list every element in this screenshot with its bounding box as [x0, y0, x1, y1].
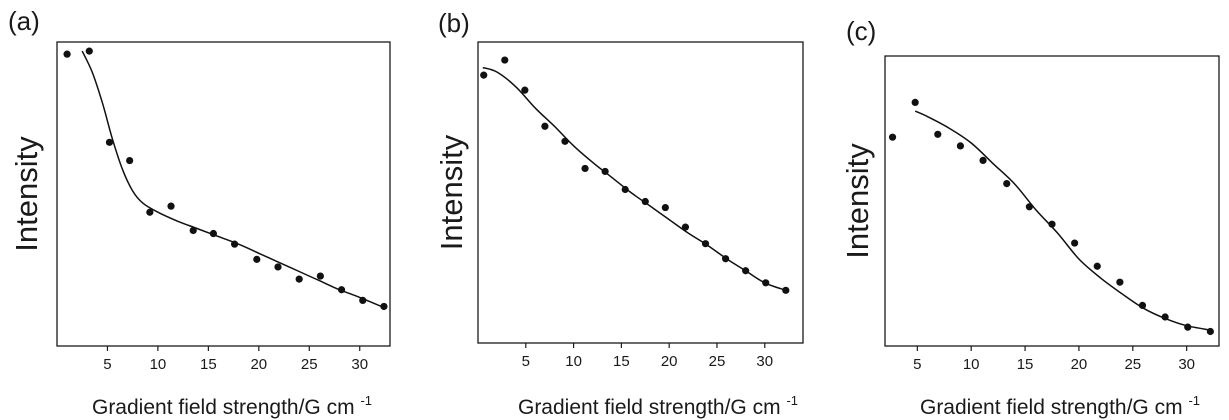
data-point	[1048, 220, 1056, 228]
y-axis-title: Intensity	[840, 143, 875, 259]
data-point	[1071, 239, 1079, 247]
chart-panel-b: (b) Intensity 5 10 15 20 25 30 Gradient field st…	[434, 8, 804, 419]
data-point	[1116, 278, 1124, 286]
fit-curve	[81, 50, 386, 309]
x-tick-label: 25	[709, 353, 726, 370]
fit-curve	[482, 66, 787, 292]
data-point	[126, 156, 134, 165]
data-point	[601, 167, 609, 176]
x-tick-label: 10	[565, 353, 582, 370]
data-point	[167, 202, 175, 210]
data-point	[721, 255, 730, 263]
x-tick-label: 25	[1124, 356, 1141, 373]
x-tick-label: 5	[103, 356, 111, 373]
x-tick-label: 5	[522, 353, 530, 370]
x-tick-label: 30	[1178, 356, 1195, 373]
data-point	[681, 223, 690, 231]
panel-label: (a)	[8, 6, 40, 36]
data-point	[1184, 323, 1192, 331]
data-point	[231, 240, 239, 248]
data-point	[316, 272, 324, 280]
data-point	[359, 296, 367, 304]
x-tick-label: 10	[963, 356, 980, 373]
x-tick-label: 15	[1017, 356, 1034, 373]
data-point	[641, 197, 649, 206]
data-point	[85, 47, 93, 55]
data-point	[146, 208, 154, 216]
x-axis-title: Gradient field strength/G cm -1	[920, 393, 1200, 419]
data-point	[1003, 180, 1011, 188]
plot-frame	[56, 41, 391, 347]
data-point	[1025, 203, 1033, 211]
data-point	[541, 122, 549, 130]
data-point	[956, 142, 965, 150]
x-tick-label: 20	[250, 356, 267, 373]
data-point	[782, 286, 790, 294]
plot-frame	[477, 41, 804, 344]
panel-label: (b)	[438, 8, 470, 38]
data-point	[295, 275, 303, 283]
data-point	[1093, 262, 1101, 270]
data-point	[189, 226, 197, 235]
chart-panel-a: (a) Intensity 5 10 15 20 25 30 Gradient field st…	[8, 6, 391, 419]
data-point	[742, 267, 750, 275]
x-axis-title: Gradient field strength/G cm -1	[92, 393, 372, 419]
data-point	[105, 138, 114, 146]
x-tick-label: 15	[613, 353, 630, 370]
data-point	[581, 164, 589, 173]
data-point	[934, 130, 942, 138]
data-point	[888, 133, 897, 141]
data-point	[480, 71, 488, 79]
plot-frame	[884, 55, 1220, 347]
data-point	[1138, 301, 1147, 309]
data-point	[1206, 327, 1214, 336]
y-axis-title: Intensity	[434, 134, 469, 250]
data-point	[701, 240, 710, 248]
x-tick-label: 30	[756, 353, 773, 370]
data-point	[561, 137, 569, 145]
data-point	[911, 98, 919, 106]
x-tick-label: 15	[200, 356, 217, 373]
y-axis-title: Intensity	[9, 136, 44, 252]
data-point	[621, 185, 629, 194]
data-point	[337, 286, 346, 294]
x-tick-label: 20	[661, 353, 678, 370]
data-point	[380, 302, 388, 311]
data-point	[274, 263, 282, 271]
data-point	[661, 203, 669, 212]
fit-curve	[914, 110, 1211, 331]
x-tick-label: 20	[1071, 356, 1088, 373]
data-point	[1161, 313, 1169, 321]
x-tick-label: 30	[351, 356, 368, 373]
data-point	[762, 279, 770, 287]
data-point	[63, 50, 71, 58]
x-tick-label: 10	[150, 356, 167, 373]
x-tick-label: 5	[913, 356, 921, 373]
panel-label: (c)	[846, 16, 876, 46]
data-point	[209, 229, 218, 238]
data-point	[501, 56, 509, 64]
x-tick-label: 25	[301, 356, 318, 373]
chart-panel-c: (c) Intensity 5 10 15 20 25 30 Gradient field st…	[840, 16, 1220, 419]
data-point	[979, 156, 987, 164]
data-point	[253, 255, 261, 263]
x-axis-title: Gradient field strength/G cm -1	[518, 393, 798, 419]
data-point	[521, 86, 529, 94]
